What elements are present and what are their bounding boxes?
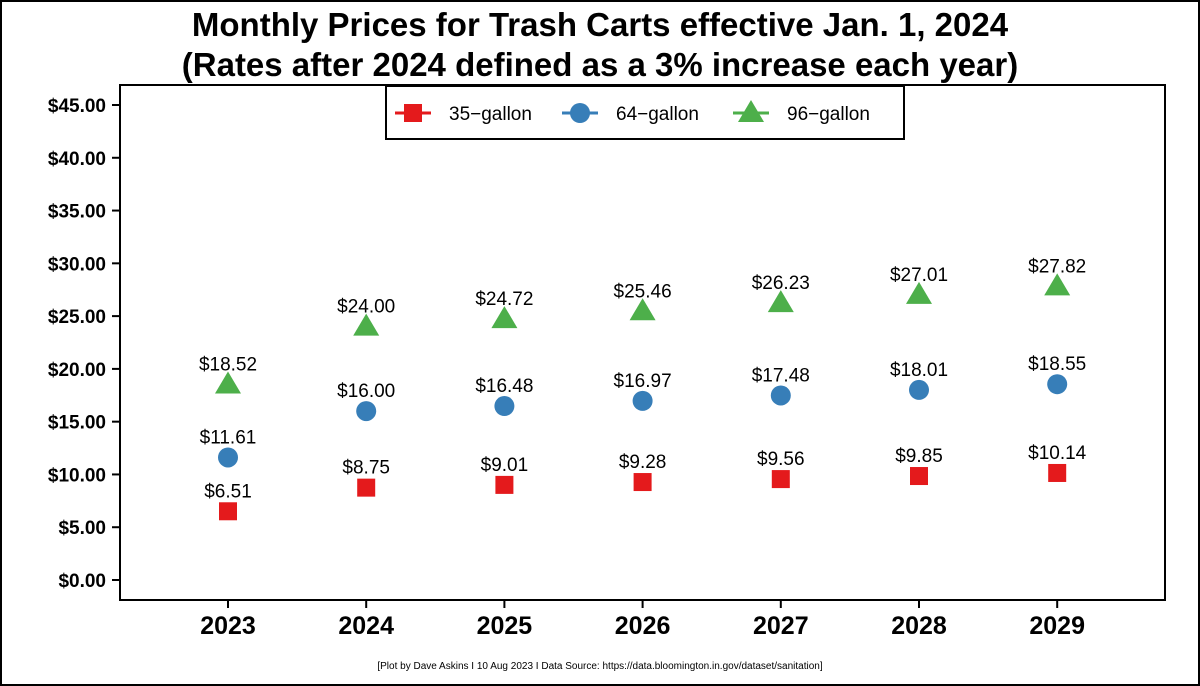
data-label: $16.97 — [614, 371, 672, 392]
data-point-triangle — [353, 313, 380, 336]
x-tick-label: 2024 — [338, 612, 394, 640]
data-point-triangle — [629, 298, 656, 321]
data-label: $27.01 — [890, 265, 948, 286]
y-tick-label: $5.00 — [58, 518, 106, 539]
data-label: $9.28 — [619, 452, 667, 473]
data-label: $18.52 — [199, 355, 257, 376]
data-label: $10.14 — [1028, 443, 1087, 464]
y-tick-label: $25.00 — [48, 307, 106, 328]
data-label: $11.61 — [200, 427, 257, 448]
data-point-square — [633, 473, 652, 492]
caption: [Plot by Dave Askins I 10 Aug 2023 I Dat… — [377, 661, 823, 672]
data-point-square — [771, 470, 790, 489]
legend-marker-square — [404, 104, 422, 122]
y-tick-label: $40.00 — [48, 149, 106, 170]
chart-subtitle: (Rates after 2024 defined as a 3% increa… — [181, 46, 1019, 83]
data-point-circle — [770, 385, 791, 406]
data-point-square — [219, 502, 237, 521]
legend-marker-circle — [570, 103, 590, 123]
data-point-circle — [909, 379, 929, 400]
y-tick-label: $35.00 — [48, 202, 106, 223]
legend-label: 35−gallon — [449, 104, 532, 125]
y-tick-label: $0.00 — [58, 571, 106, 592]
data-point-circle — [494, 396, 515, 417]
data-label: $17.48 — [752, 365, 810, 386]
legend-marker-triangle — [738, 100, 764, 122]
data-label: $16.48 — [475, 376, 533, 397]
x-tick-label: 2023 — [200, 612, 256, 640]
chart-title: Monthly Prices for Trash Carts effective… — [191, 6, 1009, 43]
legend-box — [385, 85, 905, 140]
data-point-triangle — [491, 306, 518, 329]
y-tick-label: $45.00 — [48, 96, 106, 117]
data-label: $25.46 — [614, 281, 672, 302]
y-tick-label: $20.00 — [48, 360, 106, 381]
data-point-square — [910, 467, 928, 486]
data-point-triangle — [906, 281, 932, 304]
data-label: $18.55 — [1028, 354, 1086, 375]
legend-label: 64−gallon — [616, 104, 699, 125]
data-point-square — [1048, 463, 1067, 482]
data-label: $16.00 — [337, 381, 395, 402]
x-tick-label: 2027 — [753, 612, 809, 640]
data-point-circle — [218, 447, 238, 468]
data-label: $26.23 — [752, 273, 810, 294]
data-point-triangle — [215, 371, 241, 394]
x-tick-label: 2026 — [615, 612, 671, 640]
data-point-circle — [632, 390, 653, 411]
data-point-circle — [1047, 374, 1068, 395]
data-point-triangle — [767, 290, 794, 313]
y-tick-label: $15.00 — [48, 413, 106, 434]
data-label: $9.85 — [895, 446, 943, 467]
data-label: $24.72 — [475, 289, 533, 310]
data-label: $24.00 — [337, 297, 395, 318]
data-point-triangle — [1044, 273, 1071, 296]
legend-label: 96−gallon — [787, 104, 870, 125]
data-label: $9.01 — [481, 455, 529, 476]
y-tick-label: $10.00 — [48, 465, 106, 486]
data-label: $27.82 — [1028, 256, 1086, 277]
x-tick-label: 2028 — [891, 612, 947, 640]
x-tick-label: 2025 — [477, 612, 533, 640]
x-tick-label: 2029 — [1029, 612, 1085, 640]
data-point-square — [495, 475, 514, 494]
data-point-circle — [356, 401, 377, 422]
data-label: $8.75 — [342, 458, 390, 479]
y-tick-label: $30.00 — [48, 254, 106, 275]
data-label: $18.01 — [890, 360, 948, 381]
data-point-square — [357, 478, 376, 497]
data-label: $6.51 — [204, 481, 252, 502]
plot-border — [119, 84, 1166, 601]
data-label: $9.56 — [757, 449, 805, 470]
